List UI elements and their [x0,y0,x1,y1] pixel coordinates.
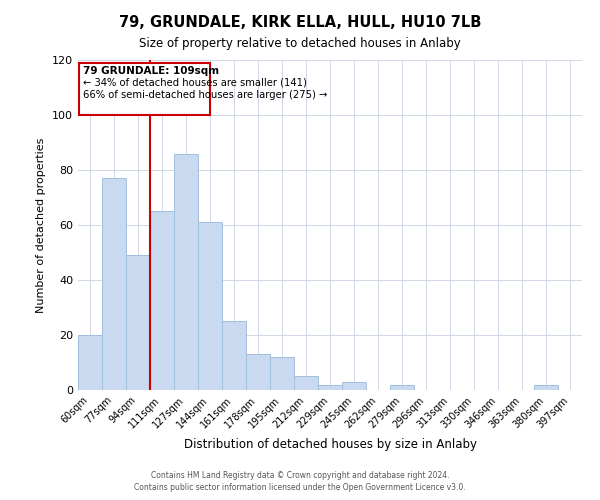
Bar [534,384,558,390]
Text: Contains HM Land Registry data © Crown copyright and database right 2024.
Contai: Contains HM Land Registry data © Crown c… [134,471,466,492]
Bar [174,154,198,390]
Bar [198,222,222,390]
Y-axis label: Number of detached properties: Number of detached properties [37,138,46,312]
Bar [222,322,246,390]
Bar [294,376,318,390]
Bar [390,384,414,390]
Bar [270,357,294,390]
Bar [102,178,126,390]
Text: Size of property relative to detached houses in Anlaby: Size of property relative to detached ho… [139,38,461,51]
Bar [318,384,342,390]
Text: 79, GRUNDALE, KIRK ELLA, HULL, HU10 7LB: 79, GRUNDALE, KIRK ELLA, HULL, HU10 7LB [119,15,481,30]
Bar [150,211,174,390]
Text: 79 GRUNDALE: 109sqm: 79 GRUNDALE: 109sqm [83,66,219,76]
Bar [246,354,270,390]
FancyBboxPatch shape [79,62,210,115]
X-axis label: Distribution of detached houses by size in Anlaby: Distribution of detached houses by size … [184,438,476,451]
Bar [126,255,150,390]
Text: ← 34% of detached houses are smaller (141): ← 34% of detached houses are smaller (14… [83,78,307,88]
Bar [342,382,366,390]
Text: 66% of semi-detached houses are larger (275) →: 66% of semi-detached houses are larger (… [83,90,327,100]
Bar [78,335,102,390]
